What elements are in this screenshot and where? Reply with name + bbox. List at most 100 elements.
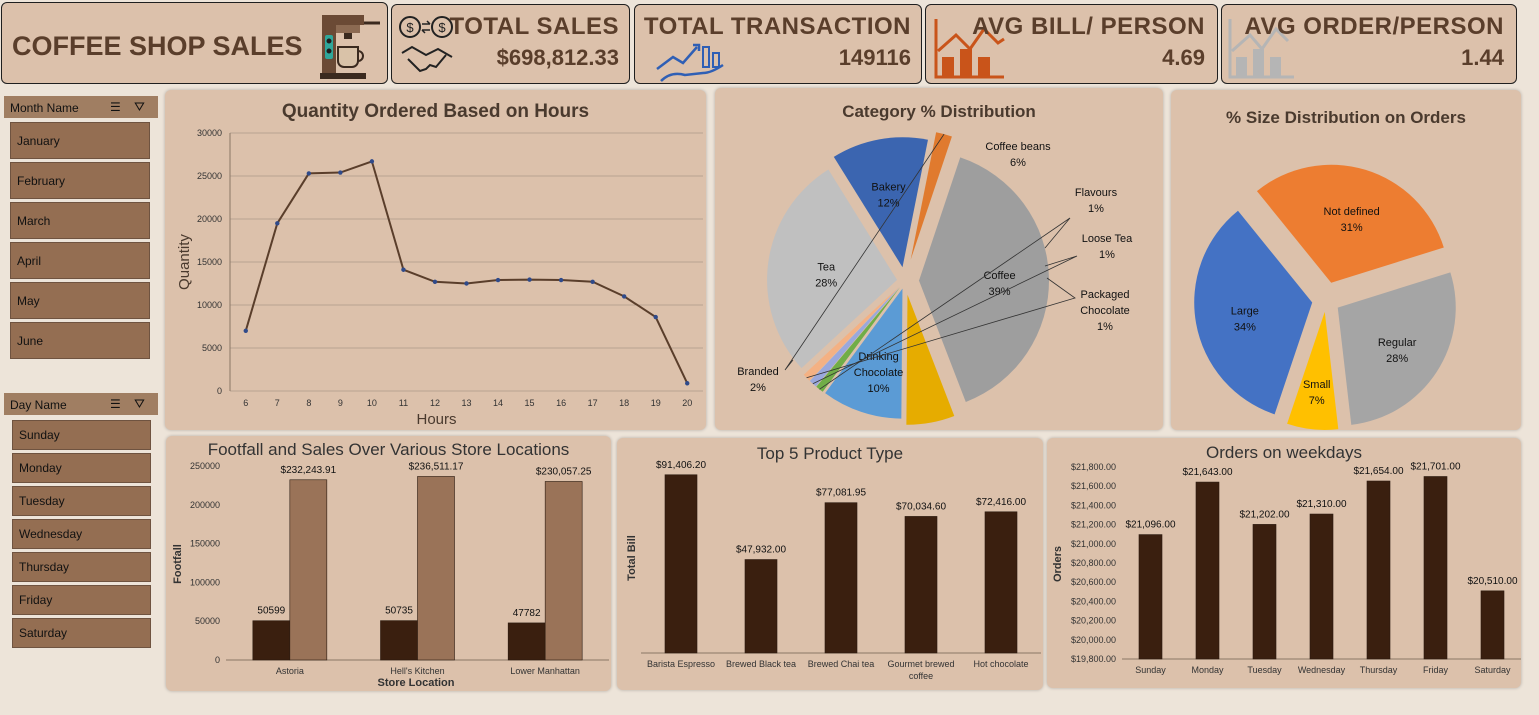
day-item[interactable]: Sunday (12, 420, 151, 450)
bar (1423, 476, 1448, 660)
series-line (244, 160, 689, 384)
slice-label: Flavours (1075, 187, 1118, 199)
month-item[interactable]: May (10, 282, 150, 319)
month-item-label: April (17, 253, 42, 268)
data-label: $21,096.00 (1125, 520, 1175, 531)
x-tick-label: 19 (651, 398, 661, 408)
bar (664, 474, 698, 654)
data-point (590, 279, 595, 284)
data-label: 47782 (513, 608, 541, 619)
day-item[interactable]: Saturday (12, 618, 151, 648)
data-label: $20,510.00 (1467, 576, 1517, 587)
month-item[interactable]: February (10, 162, 150, 199)
data-label: $91,406.20 (656, 460, 706, 471)
x-tick-label: Friday (1423, 665, 1449, 675)
data-label: 50599 (257, 606, 285, 617)
multi-select-icon[interactable]: ☰ (110, 100, 121, 114)
kpi-total-sales: $ $ TOTAL SALES $698,812.33 (391, 4, 630, 84)
slice-percent: 34% (1234, 322, 1256, 334)
y-axis-title: Quantity (176, 234, 193, 290)
data-label: $70,034.60 (896, 501, 946, 512)
pie-slice (816, 287, 901, 392)
y-tick-label: $20,200.00 (1071, 616, 1116, 626)
day-item[interactable]: Monday (12, 453, 151, 483)
slice-percent: 1% (1097, 321, 1113, 333)
slice-label: Regular (1378, 337, 1417, 349)
total-transaction-value: 149116 (838, 45, 911, 70)
slice-percent: 28% (815, 277, 837, 289)
day-item[interactable]: Friday (12, 585, 151, 615)
day-item[interactable]: Tuesday (12, 486, 151, 516)
day-slicer-title: Day Name (10, 398, 67, 412)
hours-chart-title: Quantity Ordered Based on Hours (281, 101, 590, 122)
top-products-bar-chart: $91,406.20 $47,932.00 $77,081.95 $70,034.60… (626, 460, 1041, 681)
hours-line-chart: 30000 25000 20000 15000 10000 5000 0 6 7 8 9 10 11 12… (176, 128, 703, 428)
day-item-label: Wednesday (19, 527, 83, 541)
avg-order-label: AVG ORDER/PERSON (1244, 13, 1504, 40)
weekday-chart-title: Orders on weekdays (1206, 443, 1362, 462)
data-label: $236,511.17 (409, 461, 464, 472)
month-item[interactable]: June (10, 322, 150, 359)
y-tick-label: $20,000.00 (1071, 635, 1116, 645)
x-tick-label: coffee (909, 671, 933, 681)
pie-slice (910, 132, 952, 260)
multi-select-icon[interactable]: ☰ (110, 397, 121, 411)
pie-slice (809, 286, 900, 387)
hours-line-panel: Quantity Ordered Based on Hours 30000 250… (165, 90, 706, 430)
bar-growth-icon (934, 19, 1005, 79)
bar (417, 476, 455, 661)
bar (744, 559, 778, 654)
pie-slice (1256, 164, 1444, 283)
bar (1480, 590, 1505, 660)
bar (984, 511, 1018, 654)
bar (1366, 480, 1391, 660)
leader-line (806, 277, 1076, 379)
x-tick-label: 7 (275, 398, 280, 408)
data-point (275, 221, 280, 226)
data-point (685, 381, 690, 386)
slice-percent: 6% (1010, 157, 1026, 169)
avg-bill-value: 4.69 (1162, 45, 1205, 70)
bar (1138, 534, 1163, 660)
data-point (558, 277, 564, 283)
day-item-label: Tuesday (19, 494, 65, 508)
y-tick-label: $21,400.00 (1071, 500, 1116, 510)
x-tick-label: 11 (399, 398, 408, 408)
kpi-total-transaction: TOTAL TRANSACTION 149116 (634, 4, 922, 84)
y-tick-label: $21,600.00 (1071, 481, 1116, 491)
day-item[interactable]: Wednesday (12, 519, 151, 549)
x-tick-label: 18 (619, 398, 629, 408)
y-tick-label: $20,800.00 (1071, 558, 1116, 568)
month-item[interactable]: March (10, 202, 150, 239)
bar (1309, 513, 1334, 660)
data-label: $21,643.00 (1182, 467, 1232, 478)
clear-filter-icon[interactable]: ⛛ (134, 396, 145, 411)
month-item-label: May (17, 293, 40, 308)
clear-filter-icon[interactable]: ⛛ (134, 99, 145, 114)
x-tick-label: Thursday (1360, 665, 1398, 675)
bar (824, 502, 858, 654)
month-item[interactable]: April (10, 242, 150, 279)
slice-label: Tea (817, 261, 836, 273)
data-label: $21,654.00 (1353, 466, 1403, 477)
y-tick-label: 0 (215, 655, 220, 665)
month-item[interactable]: January (10, 122, 150, 159)
day-item[interactable]: Thursday (12, 552, 151, 582)
month-item-label: June (17, 333, 44, 348)
pie-slice (1337, 272, 1456, 425)
svg-text:$: $ (406, 20, 414, 35)
x-tick-label: 12 (430, 398, 440, 408)
bar-growth-icon-gray (1228, 19, 1294, 79)
size-pie-chart: Not defined 31% Regular 28% Small 7% Large 34% (1194, 164, 1456, 430)
slice-label: Not defined (1324, 206, 1380, 218)
data-label: $232,243.91 (281, 465, 337, 476)
x-tick-label: Barista Espresso (647, 659, 715, 669)
x-tick-label: Brewed Chai tea (808, 659, 875, 669)
x-tick-label: Lower Manhattan (510, 666, 580, 676)
day-item-label: Friday (19, 593, 53, 607)
pie-slice (803, 286, 900, 381)
x-tick-label: 20 (682, 398, 692, 408)
x-tick-label: Gourmet brewed (887, 659, 954, 669)
slice-percent: 39% (989, 286, 1011, 298)
leader-line (819, 217, 1071, 390)
